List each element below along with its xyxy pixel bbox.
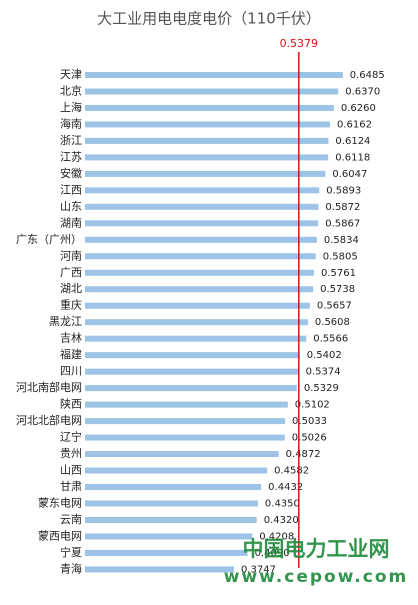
bar — [85, 549, 248, 556]
category-label: 山东 — [60, 200, 82, 213]
value-label: 0.6162 — [337, 119, 372, 130]
bar — [85, 500, 258, 507]
bar — [85, 418, 286, 425]
value-label: 0.5329 — [304, 383, 339, 394]
value-label: 0.5033 — [292, 416, 327, 427]
category-label: 河南 — [60, 249, 82, 262]
category-label: 海南 — [60, 116, 82, 130]
value-label: 0.6047 — [332, 169, 367, 180]
value-label: 0.4582 — [274, 466, 309, 477]
category-label: 湖南 — [60, 216, 82, 229]
bar — [85, 385, 297, 392]
category-label: 贵州 — [60, 447, 82, 460]
value-label: 0.6370 — [345, 86, 380, 97]
value-label: 0.5374 — [306, 367, 341, 378]
value-label: 0.5657 — [317, 301, 352, 312]
bar — [85, 368, 299, 375]
bar — [85, 269, 314, 276]
bar — [85, 154, 329, 161]
value-label: 0.4872 — [286, 449, 321, 460]
value-label: 0.5608 — [315, 317, 350, 328]
chart-title: 大工业用电电度电价（110千伏） — [97, 10, 321, 28]
category-label: 河北北部电网 — [16, 413, 82, 427]
bar — [85, 72, 343, 78]
value-label: 0.6485 — [350, 70, 385, 81]
value-label: 0.5761 — [321, 268, 356, 279]
category-label: 上海 — [60, 100, 82, 114]
category-label: 浙江 — [60, 134, 82, 147]
category-label: 广西 — [60, 266, 82, 279]
category-label: 北京 — [60, 83, 82, 97]
category-label: 四川 — [60, 365, 82, 378]
category-label: 青海 — [60, 561, 82, 575]
category-label: 天津 — [60, 68, 82, 81]
bar — [85, 137, 329, 144]
bar — [85, 467, 268, 474]
bar — [85, 187, 320, 194]
category-label: 重庆 — [60, 298, 82, 312]
watermark: 中国电力工业网 — [243, 537, 390, 561]
value-label: 0.5566 — [313, 334, 348, 345]
reference-label: 0.5379 — [280, 37, 319, 50]
category-label: 辽宁 — [60, 430, 82, 444]
value-label: 0.5893 — [326, 185, 361, 196]
category-label: 甘肃 — [60, 480, 82, 493]
category-label: 蒙东电网 — [38, 496, 82, 509]
category-label: 广东（广州） — [16, 233, 82, 246]
bar — [85, 236, 317, 243]
value-label: 0.3747 — [241, 564, 276, 575]
bar — [85, 170, 326, 177]
bar — [85, 88, 339, 95]
bar — [85, 434, 285, 441]
bar — [85, 220, 319, 227]
bar — [85, 121, 330, 128]
bar — [85, 319, 308, 326]
bar — [85, 484, 262, 490]
value-label: 0.4208 — [259, 531, 294, 542]
category-label: 江西 — [60, 183, 82, 196]
category-label: 湖北 — [60, 282, 82, 295]
bar — [85, 533, 253, 540]
bar — [85, 335, 307, 342]
value-label: 0.6124 — [335, 136, 370, 147]
category-label: 陕西 — [60, 397, 82, 411]
value-label: 0.6260 — [341, 103, 376, 114]
category-label: 宁夏 — [60, 545, 82, 559]
category-label: 福建 — [60, 347, 82, 361]
category-label: 蒙西电网 — [38, 529, 82, 542]
value-label: 0.6118 — [335, 152, 370, 163]
bar — [85, 203, 319, 210]
value-label: 0.5738 — [320, 284, 355, 295]
value-label: 0.4090 — [255, 548, 290, 559]
category-label: 江苏 — [60, 150, 82, 163]
value-label: 0.5834 — [324, 235, 359, 246]
category-label: 河北南部电网 — [16, 380, 82, 394]
bar — [85, 286, 314, 293]
bar — [85, 302, 310, 309]
bar — [85, 401, 288, 408]
category-label: 山西 — [60, 464, 82, 477]
bar — [85, 516, 257, 523]
bar — [85, 104, 334, 111]
value-label: 0.5805 — [323, 251, 358, 262]
value-label: 0.4320 — [264, 515, 299, 526]
value-label: 0.5872 — [325, 202, 360, 213]
value-label: 0.5102 — [295, 400, 330, 411]
category-label: 安徽 — [60, 166, 82, 180]
category-label: 黑龙江 — [49, 315, 82, 328]
value-label: 0.5402 — [307, 350, 342, 361]
category-label: 吉林 — [60, 331, 82, 345]
bar — [85, 566, 234, 573]
category-label: 云南 — [60, 513, 82, 526]
value-label: 0.5867 — [325, 218, 360, 229]
watermark: www.cepow.com — [224, 567, 409, 587]
value-label: 0.4432 — [268, 482, 303, 493]
bar — [85, 352, 300, 359]
bar — [85, 253, 316, 260]
value-label: 0.4350 — [265, 498, 300, 509]
value-label: 0.5026 — [292, 433, 327, 444]
bar — [85, 451, 279, 458]
